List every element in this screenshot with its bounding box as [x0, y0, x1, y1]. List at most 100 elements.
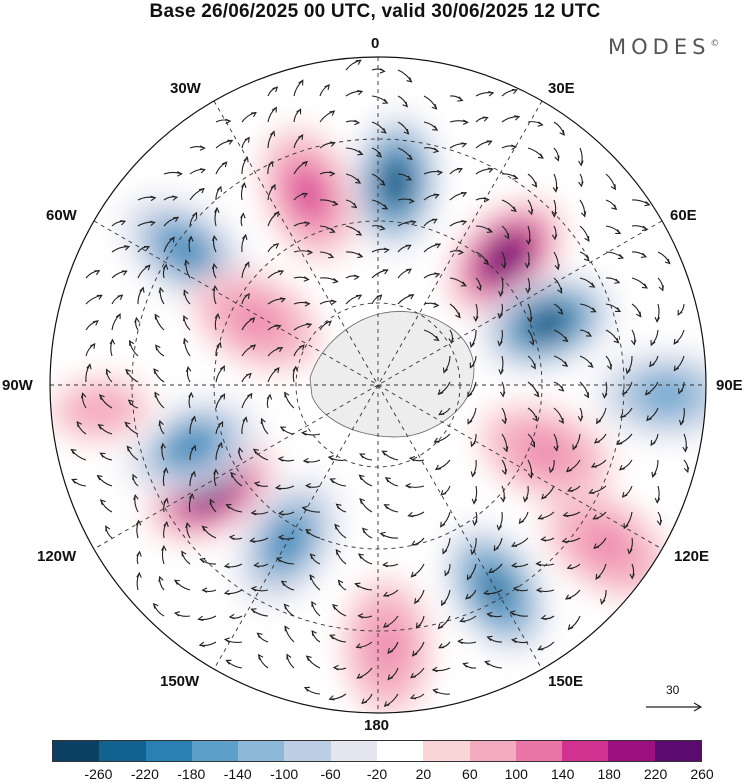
wind-arrowhead [329, 478, 336, 484]
wind-arrowhead [357, 553, 364, 559]
wind-arrowhead [541, 493, 547, 500]
wind-arrowhead [279, 297, 287, 303]
wind-arrowhead [357, 150, 364, 156]
wind-arrowhead [328, 695, 335, 701]
wind-arrowhead [625, 368, 631, 375]
wind-arrowhead [150, 195, 157, 202]
colorbar-tick-label: 220 [643, 766, 668, 782]
wind-arrowhead [433, 335, 440, 342]
wind-arrowhead [387, 648, 393, 654]
wind-arrowhead [525, 287, 531, 294]
wind-arrowhead [335, 503, 342, 510]
wind-arrowhead [548, 467, 555, 474]
wind-arrowhead [217, 441, 223, 449]
wind-arrowhead [252, 448, 259, 455]
wind-arrowhead [136, 571, 142, 578]
wind-arrowhead [139, 286, 145, 293]
wind-arrowhead [274, 484, 281, 491]
wind-arrowhead [303, 686, 310, 692]
wind-arrowhead [76, 421, 82, 428]
wind-arrowhead [266, 393, 273, 400]
wind-arrowhead [411, 650, 418, 657]
wind-arrowhead [155, 344, 161, 351]
wind-arrowhead [359, 497, 365, 504]
wind-arrowhead [158, 575, 164, 582]
wind-arrowhead [431, 218, 438, 224]
wind-arrowhead [434, 272, 441, 278]
colorbar-swatch [330, 741, 377, 761]
wind-arrowhead [530, 363, 536, 370]
colorbar-tick-label: -20 [366, 766, 388, 782]
wind-arrowhead [359, 453, 366, 459]
wind-arrowhead [181, 550, 187, 557]
wind-arrowhead [92, 320, 99, 326]
wind-arrowhead [540, 536, 547, 542]
wind-arrowhead [435, 243, 442, 249]
colorbar-tick-label: 100 [504, 766, 528, 782]
wind-arrowhead [311, 629, 317, 636]
wind-arrowhead [199, 145, 206, 151]
wind-arrowhead [606, 364, 613, 371]
wind-arrowhead [461, 219, 468, 226]
wind-arrowhead [71, 478, 78, 484]
wind-arrowhead [80, 392, 87, 399]
wind-arrowhead [329, 634, 336, 640]
anomaly-contour [237, 305, 276, 336]
wind-arrowhead [433, 437, 440, 443]
wind-arrowhead [459, 617, 466, 623]
wind-arrowhead [300, 430, 307, 436]
wind-arrowhead [497, 340, 503, 347]
wind-arrowhead [96, 294, 103, 300]
wind-arrowhead [455, 312, 461, 319]
wind-arrowhead [567, 486, 574, 492]
wind-arrowhead [613, 337, 620, 344]
wind-arrowhead [486, 227, 493, 233]
wind-arrowhead [433, 302, 440, 308]
wind-arrowhead [511, 144, 518, 151]
colorbar-tick-label: -60 [320, 766, 341, 782]
wind-arrowhead [240, 212, 246, 219]
wind-arrowhead [406, 154, 413, 161]
wind-arrowhead [171, 195, 179, 201]
wind-arrowhead [121, 270, 128, 276]
wind-arrowhead [173, 216, 180, 222]
wind-arrowhead [143, 245, 151, 251]
wind-arrowhead [470, 441, 476, 448]
wind-arrowhead [185, 521, 191, 529]
wind-arrowhead [533, 391, 540, 398]
wind-arrowhead [269, 130, 276, 137]
colorbar-swatch [376, 741, 424, 761]
wind-arrowhead [329, 227, 336, 233]
wind-arrowhead [244, 292, 250, 299]
wind-arrowhead [115, 313, 121, 320]
colorbar-swatch [562, 741, 609, 761]
wind-arrowhead [94, 270, 101, 276]
wind-arrowhead [511, 88, 518, 95]
wind-arrowhead [554, 155, 560, 162]
wind-arrowhead [437, 623, 444, 630]
map-title: Base 26/06/2025 00 UTC, valid 30/06/2025… [149, 1, 601, 22]
wind-arrowhead [124, 421, 131, 428]
lon-label-60w: 60W [46, 207, 77, 224]
wind-arrowhead [493, 545, 499, 552]
wind-arrowhead [438, 410, 445, 416]
wind-arrowhead [105, 368, 111, 375]
wind-arrowhead [537, 153, 544, 159]
wind-arrowhead [273, 210, 280, 217]
wind-arrowhead [405, 175, 413, 181]
lon-label-150w: 150W [160, 673, 200, 690]
colorbar-tick-label: 140 [551, 766, 575, 782]
wind-arrowhead [332, 664, 339, 671]
wind-arrowhead [432, 125, 439, 131]
anomaly-contour [488, 240, 523, 275]
wind-arrowhead [532, 415, 538, 422]
wind-arrowhead [284, 391, 290, 398]
lon-label-90w: 90W [2, 377, 33, 394]
wind-arrowhead [537, 645, 544, 651]
wind-arrowhead [274, 367, 280, 373]
wind-arrowhead [173, 611, 181, 617]
wind-arrowhead [658, 285, 664, 292]
wind-arrowhead [153, 368, 159, 375]
wind-arrowhead [212, 284, 219, 291]
